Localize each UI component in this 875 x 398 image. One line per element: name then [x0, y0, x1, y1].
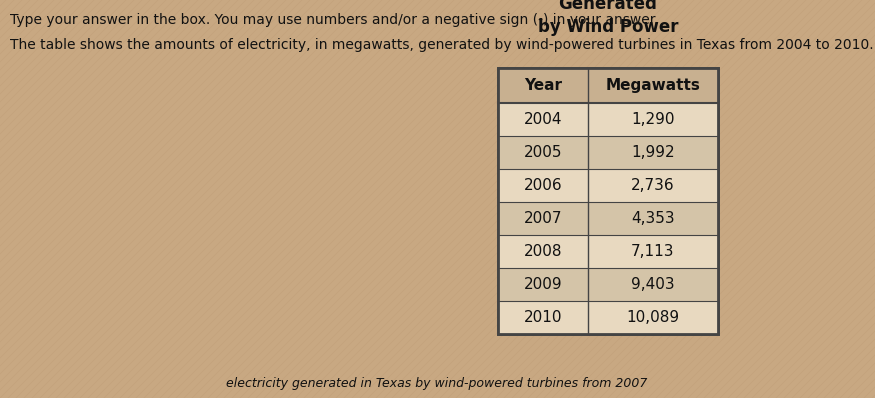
Text: 2005: 2005: [524, 145, 563, 160]
Text: 2010: 2010: [524, 310, 563, 325]
Text: 9,403: 9,403: [631, 277, 675, 292]
Bar: [498, 103, 718, 136]
Bar: [498, 235, 718, 268]
Text: The table shows the amounts of electricity, in megawatts, generated by wind-powe: The table shows the amounts of electrici…: [10, 38, 873, 52]
Text: 1,290: 1,290: [631, 112, 675, 127]
Bar: [498, 268, 718, 301]
Text: 10,089: 10,089: [626, 310, 680, 325]
Text: 7,113: 7,113: [631, 244, 675, 259]
Text: by Wind Power: by Wind Power: [538, 18, 678, 36]
Text: 2007: 2007: [524, 211, 563, 226]
Text: 4,353: 4,353: [631, 211, 675, 226]
Text: 2009: 2009: [523, 277, 563, 292]
Bar: [498, 68, 718, 103]
Bar: [498, 68, 718, 334]
Text: Megawatts: Megawatts: [606, 78, 701, 93]
Text: 2004: 2004: [524, 112, 563, 127]
Text: electricity generated in Texas by wind-powered turbines from 2007: electricity generated in Texas by wind-p…: [227, 377, 648, 390]
Bar: [498, 202, 718, 235]
Bar: [498, 136, 718, 169]
Text: 2008: 2008: [524, 244, 563, 259]
Bar: [498, 301, 718, 334]
Text: Year: Year: [524, 78, 562, 93]
Bar: [498, 169, 718, 202]
Text: 2006: 2006: [523, 178, 563, 193]
Text: 2,736: 2,736: [631, 178, 675, 193]
Bar: [498, 68, 718, 334]
Text: Generated: Generated: [558, 0, 657, 13]
Text: Type your answer in the box. You may use numbers and/or a negative sign (-) in y: Type your answer in the box. You may use…: [10, 13, 659, 27]
Text: 1,992: 1,992: [631, 145, 675, 160]
